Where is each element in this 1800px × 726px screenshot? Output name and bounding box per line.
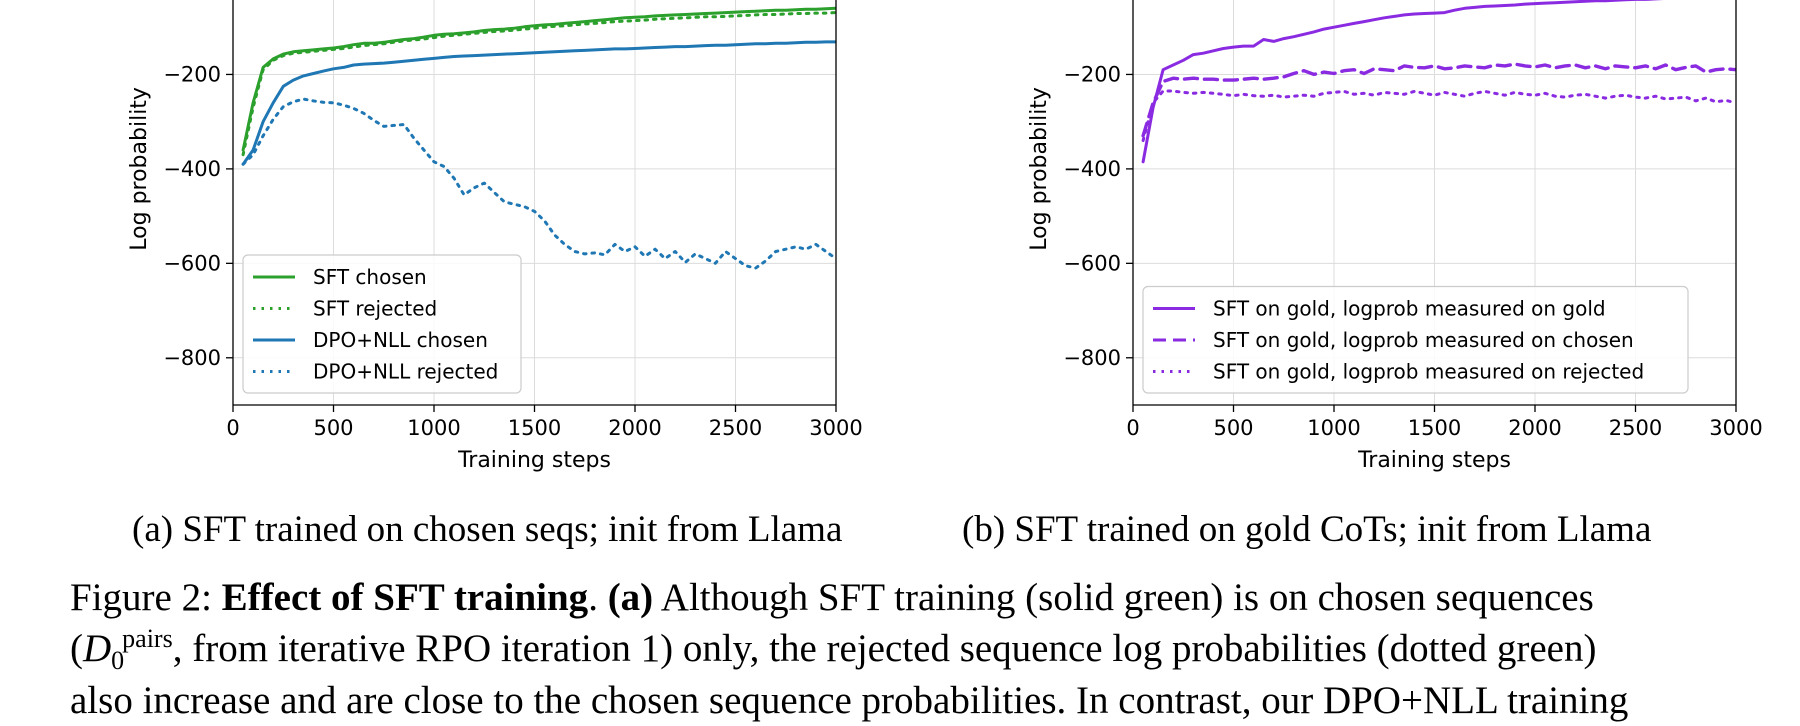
chart-a-series-line-1	[241, 11, 836, 157]
panel-a-caption: (a) SFT trained on chosen seqs; init fro…	[132, 509, 843, 550]
chart-a-legend	[242, 254, 522, 394]
dataset-symbol-sub: 0	[111, 645, 125, 675]
chart-b-series-line-0	[1141, 0, 1664, 164]
chart-a-x-tick-label: 2000	[608, 416, 661, 440]
chart-a-series-line-0	[241, 6, 836, 152]
chart-a-legend-label-0: SFT chosen	[313, 265, 427, 289]
chart-b-x-tick-label: 2500	[1609, 416, 1662, 440]
chart-a-y-tick-label: −800	[163, 346, 221, 370]
figure-caption: Figure 2: Effect of SFT training. (a) Al…	[70, 574, 1730, 726]
chart-b-y-tick-label: −400	[1063, 157, 1121, 181]
chart-b-y-tick-label: −600	[1063, 251, 1121, 275]
chart-a-x-tick-label: 3000	[809, 416, 862, 440]
chart-b-x-tick-label: 2000	[1508, 416, 1561, 440]
chart-b-x-tick-label: 1500	[1408, 416, 1461, 440]
chart-a-series-line-2	[241, 40, 836, 166]
chart-b-legend-label-1: SFT on gold, logprob measured on chosen	[1213, 328, 1634, 352]
figure-caption-line-2: (D0pairs, from iterative RPO iteration 1…	[70, 623, 1730, 678]
chart-a-series-group	[241, 6, 836, 270]
chart-a-legend-label-3: DPO+NLL rejected	[313, 360, 498, 384]
chart-b-x-tick-label: 0	[1126, 416, 1139, 440]
figure-caption-line-1: Figure 2: Effect of SFT training. (a) Al…	[70, 576, 1594, 619]
chart-b-x-tick-label: 1000	[1307, 416, 1360, 440]
figure-caption-text-2: , from iterative RPO iteration 1) only, …	[172, 626, 1597, 670]
chart-b-x-tick-label: 3000	[1709, 416, 1762, 440]
chart-b-y-tick-label: −800	[1063, 346, 1121, 370]
chart-b-legend-label-2: SFT on gold, logprob measured on rejecte…	[1213, 360, 1644, 384]
dataset-symbol-sup: pairs	[122, 623, 173, 653]
figure-caption-text-1: Although SFT training (solid green) is o…	[660, 576, 1594, 619]
chart-a-legend-label-1: SFT rejected	[313, 297, 437, 321]
chart-a-y-tick-label: −600	[163, 251, 221, 275]
chart-a-x-tick-label: 0	[226, 416, 239, 440]
chart-b-series-line-1	[1141, 62, 1736, 138]
figure-title: Effect of SFT training	[221, 576, 589, 619]
figure-caption-line-3: also increase and are close to the chose…	[70, 679, 1629, 723]
dataset-symbol: D	[83, 626, 112, 670]
panel-b-caption: (b) SFT trained on gold CoTs; init from …	[962, 509, 1652, 550]
figure-part-a: (a)	[607, 576, 654, 619]
chart-a-y-axis-label: Log probability	[127, 87, 152, 251]
chart-panel-b: 0 500 1000 1500 2000 2500 3000 −200 −400 −600 −800…	[1027, 0, 1763, 473]
chart-b-series-group	[1141, 0, 1736, 164]
chart-b-series-line-2	[1141, 89, 1736, 143]
chart-b-y-tick-label: −200	[1063, 62, 1121, 86]
open-paren: (	[70, 626, 83, 670]
chart-a-y-tick-label: −200	[163, 62, 221, 86]
chart-a-series-line-3	[241, 97, 836, 270]
chart-a-x-tick-label: 500	[313, 416, 353, 440]
chart-panel-a: 0 500 1000 1500 2000 2500 3000 −200 −400 −600 −800…	[127, 0, 863, 473]
chart-b-x-tick-label: 500	[1213, 416, 1253, 440]
chart-b-legend	[1142, 285, 1689, 394]
chart-b-y-axis-label: Log probability	[1027, 87, 1052, 251]
chart-b-legend-label-0: SFT on gold, logprob measured on gold	[1213, 297, 1606, 321]
chart-a-y-tick-label: −400	[163, 157, 221, 181]
chart-a-x-axis-label: Training steps	[457, 448, 611, 473]
chart-a-x-tick-label: 1000	[407, 416, 460, 440]
chart-a-x-tick-label: 2500	[709, 416, 762, 440]
chart-b-x-axis-label: Training steps	[1357, 448, 1511, 473]
chart-a-legend-label-2: DPO+NLL chosen	[313, 328, 488, 352]
figure-label: Figure 2:	[70, 576, 212, 619]
chart-a-x-tick-label: 1500	[508, 416, 561, 440]
